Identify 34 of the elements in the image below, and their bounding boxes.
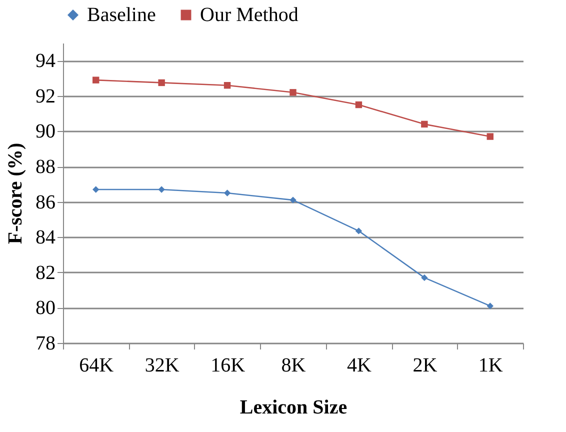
legend-label: Our Method (200, 4, 298, 26)
y-tick-label: 78 (36, 332, 56, 354)
y-axis-title: F-score (%) (4, 142, 26, 244)
y-tick-label: 88 (36, 156, 56, 178)
x-axis-title: Lexicon Size (240, 396, 348, 418)
point (486, 302, 494, 310)
y-tick-label: 82 (36, 262, 56, 284)
point (421, 274, 428, 282)
point (486, 133, 494, 140)
x-tick-label: 4K (346, 354, 372, 376)
x-tick-label: 64K (79, 354, 114, 376)
y-tick-label: 84 (36, 226, 56, 249)
x-tick-label: 8K (281, 354, 306, 376)
point (158, 186, 165, 193)
legend-label: Baseline (87, 4, 156, 26)
y-tick-label: 80 (36, 297, 56, 320)
point (290, 196, 296, 204)
point (158, 79, 165, 86)
x-tick-label: 16K (210, 354, 246, 376)
point (224, 190, 231, 196)
y-tick-label: 92 (36, 85, 56, 108)
x-tick-label: 1K (478, 354, 504, 376)
point (355, 101, 362, 108)
x-tick-label: 2K (412, 354, 438, 376)
point (355, 228, 362, 234)
y-tick-label: 86 (36, 191, 56, 214)
point (92, 186, 100, 193)
point (224, 82, 231, 89)
x-tick-label: 32K (144, 354, 180, 376)
point (421, 120, 428, 128)
y-tick-label: 90 (36, 120, 56, 143)
point (290, 89, 296, 96)
point (92, 76, 100, 84)
y-tick-label: 94 (36, 50, 56, 72)
